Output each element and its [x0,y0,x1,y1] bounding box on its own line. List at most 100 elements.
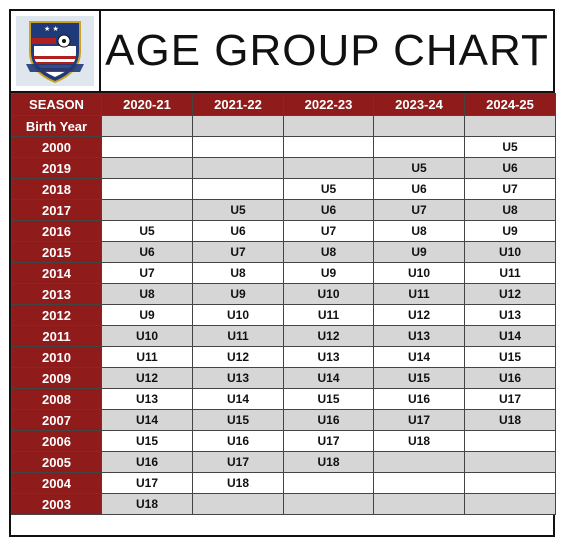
chart-header: ★ ★ AGE GROUP CHART [11,11,553,93]
age-group-cell: U5 [101,220,193,242]
age-group-cell: U5 [373,157,465,179]
age-group-cell [192,493,284,515]
season-header: SEASON [11,93,102,116]
soccer-club-crest-icon: ★ ★ [16,16,94,86]
age-group-cell: U8 [192,262,284,284]
season-column-header: 2023-24 [373,93,465,116]
table-row: 2000 U5 [11,136,556,158]
age-group-cell [283,472,374,494]
age-group-cell: U9 [101,304,193,326]
age-group-cell [192,178,284,200]
birth-year-cell: 2008 [11,388,102,410]
age-group-cell: U13 [101,388,193,410]
age-group-cell: U8 [283,241,374,263]
age-group-cell [192,136,284,158]
table-row: 2004 U17 U18 [11,472,556,494]
table-row: 2011 U10 U11 U12 U13 U14 [11,325,556,347]
age-group-cell [464,115,556,137]
birth-year-cell: 2004 [11,472,102,494]
age-group-cell: U18 [464,409,556,431]
table-row: 2016 U5 U6 U7 U8 U9 [11,220,556,242]
age-group-cell: U8 [464,199,556,221]
age-group-cell: U9 [464,220,556,242]
age-group-cell [101,199,193,221]
age-group-cell [464,493,556,515]
age-group-cell [101,136,193,158]
age-group-cell: U13 [373,325,465,347]
age-group-cell: U10 [192,304,284,326]
table-row: 2015 U6 U7 U8 U9 U10 [11,241,556,263]
age-group-cell: U5 [464,136,556,158]
table-row: 2012 U9 U10 U11 U12 U13 [11,304,556,326]
age-group-cell: U14 [373,346,465,368]
age-group-table: SEASON 2020-21 2021-22 2022-23 2023-24 2024-2… [11,93,556,515]
season-column-header: 2024-25 [464,93,556,116]
age-group-cell: U16 [101,451,193,473]
age-group-cell: U7 [101,262,193,284]
age-group-cell [464,430,556,452]
age-group-cell: U11 [464,262,556,284]
age-group-cell: U7 [192,241,284,263]
season-column-header: 2022-23 [283,93,374,116]
age-group-cell: U6 [283,199,374,221]
table-row: 2005 U16 U17 U18 [11,451,556,473]
table-row: 2013 U8 U9 U10 U11 U12 [11,283,556,305]
age-group-cell [101,157,193,179]
age-group-cell [101,178,193,200]
svg-text:★ ★: ★ ★ [44,25,59,33]
age-group-cell: U8 [101,283,193,305]
age-group-cell: U15 [373,367,465,389]
age-group-cell: U6 [192,220,284,242]
age-group-cell: U12 [192,346,284,368]
age-group-cell: U16 [192,430,284,452]
age-group-cell: U16 [373,388,465,410]
table-row: 2014 U7 U8 U9 U10 U11 [11,262,556,284]
table-row: Birth Year [11,115,556,137]
age-group-cell: U15 [101,430,193,452]
age-group-cell [464,472,556,494]
age-group-cell: U17 [192,451,284,473]
age-group-cell: U18 [101,493,193,515]
birth-year-cell: 2010 [11,346,102,368]
age-group-cell [373,472,465,494]
age-group-cell: U9 [192,283,284,305]
page-title: AGE GROUP CHART [105,26,549,75]
age-group-cell: U10 [283,283,374,305]
birth-year-cell: 2003 [11,493,102,515]
birth-year-cell: 2013 [11,283,102,305]
birth-year-cell: 2018 [11,178,102,200]
birth-year-cell: Birth Year [11,115,102,137]
table-row: 2006 U15 U16 U17 U18 [11,430,556,452]
age-group-cell: U18 [192,472,284,494]
age-group-cell [192,115,284,137]
age-group-cell [283,157,374,179]
age-group-cell: U18 [283,451,374,473]
age-group-cell [464,451,556,473]
table-row: 2008 U13 U14 U15 U16 U17 [11,388,556,410]
birth-year-cell: 2014 [11,262,102,284]
age-group-cell: U5 [192,199,284,221]
table-row: 2003 U18 [11,493,556,515]
age-group-cell [283,136,374,158]
age-group-cell: U9 [373,241,465,263]
age-group-cell: U14 [464,325,556,347]
table-row: 2017 U5 U6 U7 U8 [11,199,556,221]
table-row: 2019 U5 U6 [11,157,556,179]
age-group-cell [283,115,374,137]
birth-year-cell: 2016 [11,220,102,242]
birth-year-cell: 2015 [11,241,102,263]
age-group-cell: U17 [283,430,374,452]
age-group-cell [283,493,374,515]
season-column-header: 2021-22 [192,93,284,116]
age-group-cell: U13 [464,304,556,326]
age-group-cell: U10 [101,325,193,347]
age-group-cell: U17 [464,388,556,410]
birth-year-cell: 2011 [11,325,102,347]
age-group-cell: U16 [464,367,556,389]
birth-year-cell: 2012 [11,304,102,326]
logo: ★ ★ [11,11,101,91]
age-group-cell: U11 [373,283,465,305]
age-group-cell: U17 [373,409,465,431]
age-group-cell: U11 [101,346,193,368]
age-group-cell [373,115,465,137]
